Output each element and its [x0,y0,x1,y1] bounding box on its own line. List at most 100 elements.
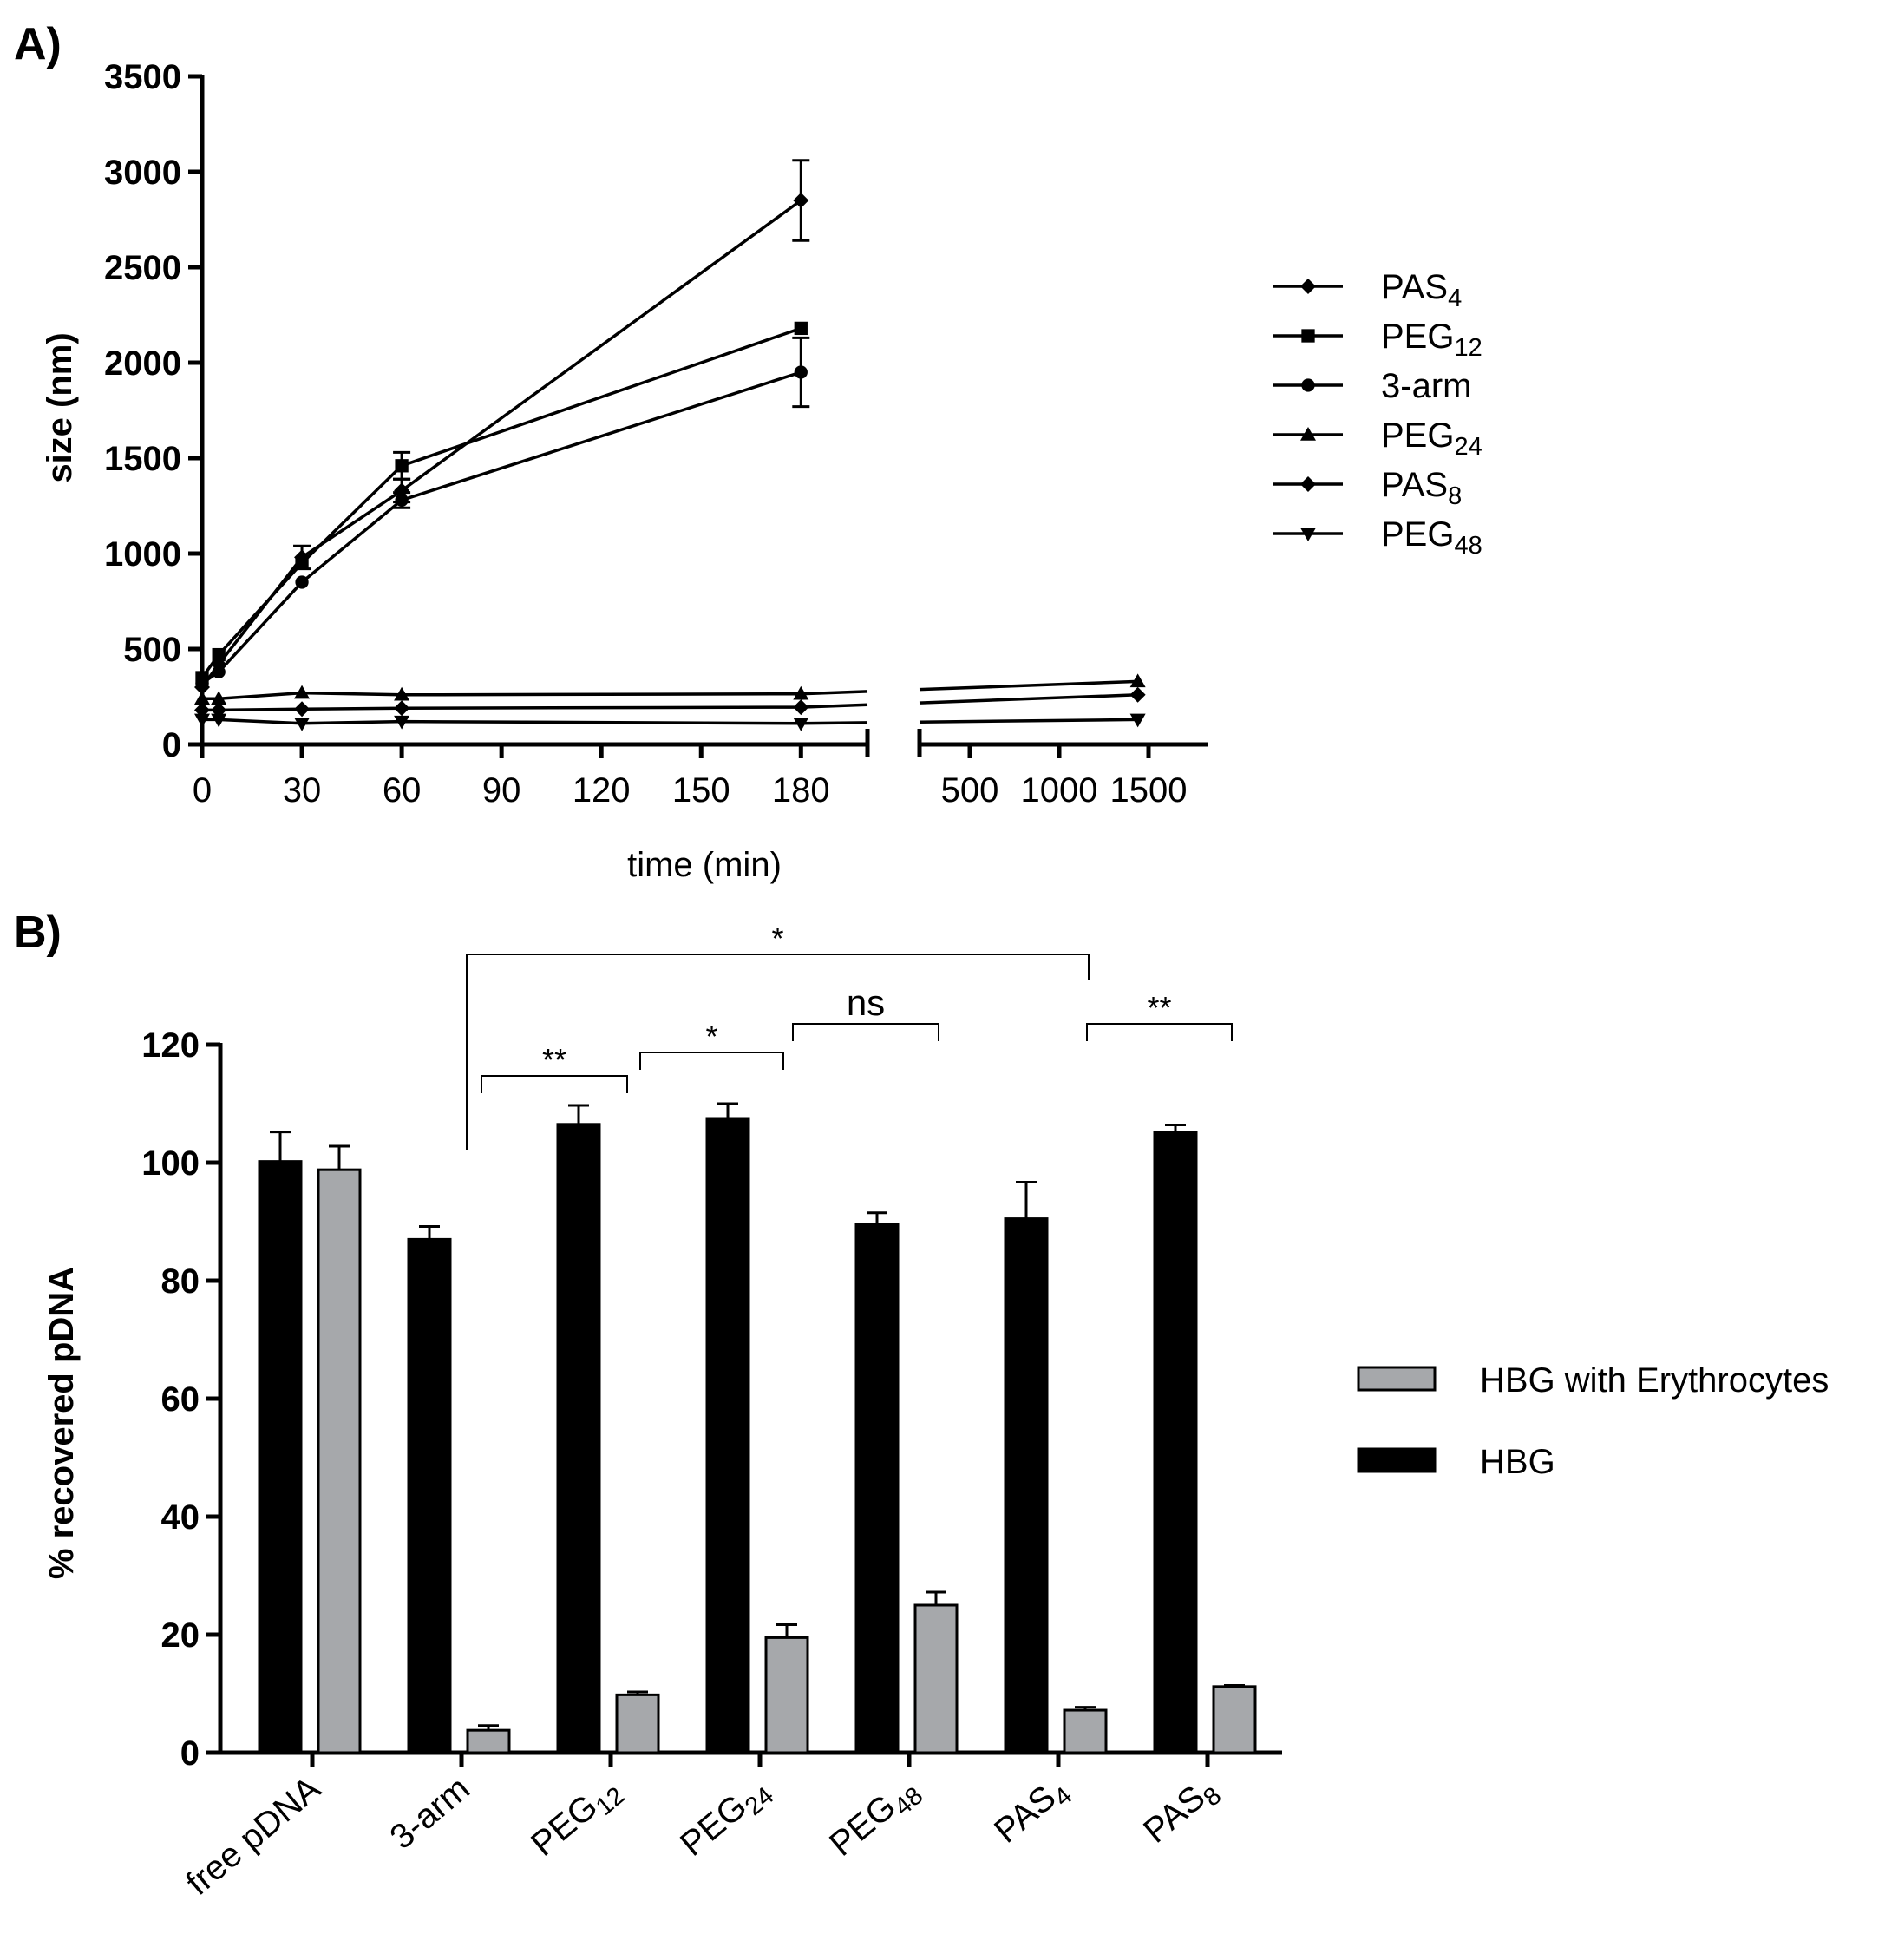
legend-label-base: PEG [1381,515,1454,554]
series-line [919,679,1138,692]
legend-label-sub: 48 [1454,532,1482,560]
x-tick-label-base: 3-arm [383,1769,476,1857]
legend-label: HBG [1480,1443,1555,1481]
series-peg24 [194,673,1146,705]
bar-hbg-with-erythrocytes [1212,1685,1257,1754]
y-tick-label: 0 [180,1734,200,1773]
data-point [294,685,311,699]
bar-group [1063,1706,1108,1754]
panel-b-significance: ****ns ** [466,921,1233,1150]
x-tick-label: PAS4 [987,1769,1077,1855]
bar-hbg-with-erythrocytes [913,1603,959,1754]
bar-group [1212,1683,1257,1754]
legend-label-sub: 12 [1454,334,1482,362]
x-tick-label-sub: 48 [889,1782,928,1821]
x-tick-label-base: PEG [524,1787,605,1864]
data-point [194,713,210,728]
bar-hbg [556,1123,601,1754]
bracket-line [481,1075,628,1093]
x-tick-label: PAS8 [1136,1769,1227,1855]
bar-hbg [1004,1217,1049,1754]
bar-group [764,1622,809,1754]
legend-item: 3-arm [1273,367,1471,405]
legend-swatch [1357,1447,1437,1473]
data-point [1129,686,1146,703]
legend-marker [1300,279,1316,294]
significance-label: ns [847,982,885,1023]
y-tick-label: 80 [161,1262,200,1301]
y-tick-label: 500 [123,631,181,669]
bar-group [466,1724,511,1754]
bar-group [556,1104,601,1754]
x-tick-label: 500 [941,771,999,810]
data-point [793,685,809,700]
x-tick-label: 0 [193,771,212,810]
bar-group [615,1690,660,1754]
data-point [395,493,409,508]
bar-hbg [1153,1131,1198,1754]
significance-bracket: * [466,921,1090,1150]
legend-label: PAS8 [1381,466,1462,510]
significance-label: * [705,1019,717,1054]
series-line [200,326,802,679]
data-point [211,713,227,728]
legend-label: PEG12 [1381,318,1482,362]
x-tick-label-sub: 4 [1049,1782,1077,1813]
bar-hbg-with-erythrocytes [1063,1708,1108,1754]
legend-label-sub: 8 [1448,482,1462,510]
x-tick-label: PEG24 [673,1769,779,1868]
legend-label-base: PAS [1381,268,1448,306]
x-tick-label: 30 [283,771,322,810]
bracket-line [1086,1023,1233,1041]
x-tick-label: PEG12 [524,1769,630,1868]
series-3-arm [195,336,810,691]
data-point [212,665,226,679]
legend-label-sub: 4 [1448,285,1462,312]
panel-a-axes: 0 500 1000 1500 2000 2500 3000 3500 0 30 60 90 120 15… [104,58,1208,810]
legend-marker [1301,329,1315,343]
chart-a: A) size (nm) time (min) 0500100015002000… [14,19,1482,884]
bar-group [317,1144,362,1754]
bracket-line [466,954,1090,1150]
y-tick-label: 2000 [104,344,181,383]
y-tick-label: 100 [141,1144,200,1183]
legend-label: 3-arm [1381,367,1471,405]
x-tick-label-base: PAS [1136,1779,1212,1851]
legend-label: PEG48 [1381,515,1482,560]
series-peg12 [195,321,808,685]
data-point [1129,713,1146,728]
x-tick-label: 150 [672,771,730,810]
y-tick-label: 60 [161,1380,200,1419]
legend-label-base: PEG [1381,318,1454,356]
data-point [1129,673,1146,688]
series-pas4 [194,159,810,695]
legend-label-base: PEG [1381,416,1454,455]
data-point [294,701,311,718]
x-tick-label-base: PAS [987,1779,1063,1851]
series-line [919,718,1138,724]
data-point [794,365,808,379]
legend-item: PEG48 [1273,515,1482,560]
x-tick-label-base: PEG [822,1787,903,1864]
x-tick-label: 3-arm [383,1769,476,1857]
legend-marker [1300,427,1316,441]
bar-hbg-with-erythrocytes [317,1168,362,1754]
y-tick-label: 2500 [104,249,181,287]
bar-group [407,1224,452,1754]
panel-b-ylabel: % recovered pDNA [43,1267,81,1579]
legend-label-sub: 24 [1454,433,1482,461]
data-point [394,700,410,717]
y-tick-label: 120 [141,1026,200,1065]
data-point [793,718,809,731]
bracket-line [639,1052,784,1070]
data-point [394,482,410,499]
significance-label: * [771,921,783,956]
data-point [395,459,409,473]
x-tick-label: PEG48 [822,1769,928,1868]
legend-label-base: PAS [1381,466,1448,504]
data-point [394,686,410,701]
data-point [294,718,311,731]
legend-marker [1300,476,1316,492]
data-point [793,699,809,716]
